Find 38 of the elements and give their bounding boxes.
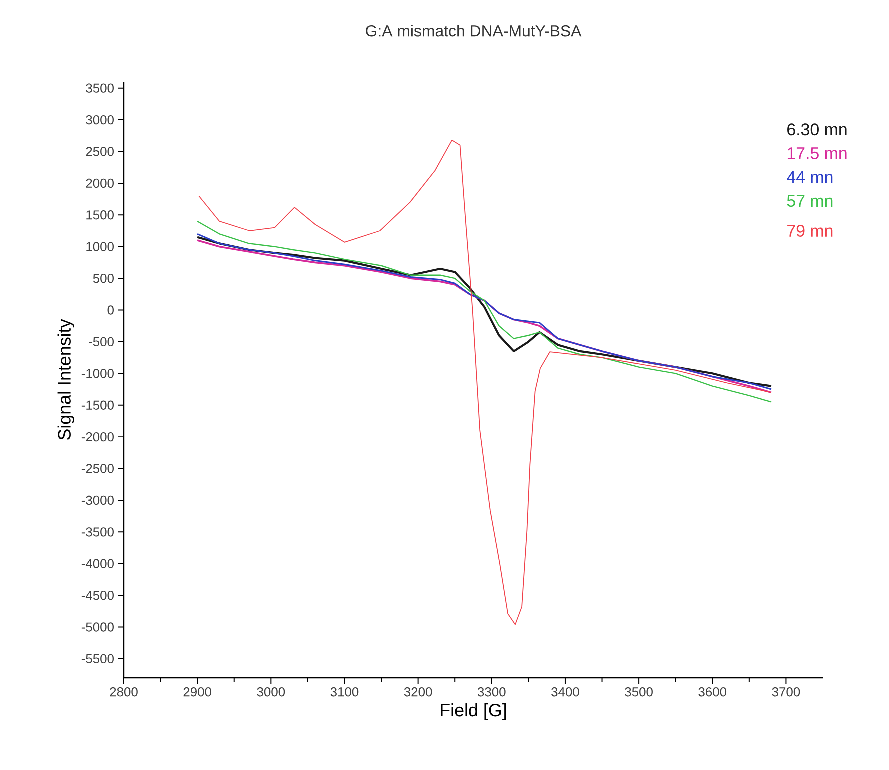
y-tick-label: 2000 xyxy=(86,178,114,188)
y-tick-label: -2500 xyxy=(82,464,114,474)
x-tick-label: 3700 xyxy=(772,688,800,697)
x-axis-title: Field [G] xyxy=(441,704,506,720)
text: 6.30 mn xyxy=(788,124,847,136)
y-tick-label: -2000 xyxy=(82,432,114,442)
x-tick-label: 3300 xyxy=(478,688,506,697)
y-tick-label: -5000 xyxy=(82,622,114,632)
y-tick-label: 2500 xyxy=(86,147,114,156)
y-tick-label: 500 xyxy=(93,274,114,284)
y-axis-title: Signal Intensity xyxy=(58,319,75,440)
text: 57 mn xyxy=(787,195,833,208)
y-tick-label: -3500 xyxy=(82,528,114,537)
text: 79 mn xyxy=(788,225,833,237)
text: 44 mn xyxy=(787,172,833,184)
x-tick-label: 3200 xyxy=(404,688,432,697)
x-tick-label: 2900 xyxy=(184,688,212,697)
y-tick-label: 1500 xyxy=(86,210,114,220)
y-tick-label: -1500 xyxy=(82,400,114,410)
line-series xyxy=(198,140,772,626)
x-tick-label: 3000 xyxy=(257,688,286,697)
y-tick-label: 3000 xyxy=(86,115,114,125)
y-tick-label: -4500 xyxy=(82,590,114,600)
y-tick-label: 3500 xyxy=(86,84,114,93)
x-tick-label: 2800 xyxy=(110,688,138,697)
y-tick-label: 1000 xyxy=(86,242,114,252)
y-tick-label: -4000 xyxy=(82,559,114,568)
y-tick-label: -3000 xyxy=(82,496,114,506)
y-tick-label: -1000 xyxy=(82,369,114,378)
chart-title: G:A mismatch DNA-MutY-BSA xyxy=(366,25,582,37)
y-tick-label: 0 xyxy=(108,306,114,315)
x-tick-label: 3600 xyxy=(698,688,727,697)
x-tick-label: 3400 xyxy=(552,688,580,697)
y-tick-label: -500 xyxy=(89,337,114,347)
text: 17.5 mn xyxy=(788,148,847,160)
y-tick-label: -5500 xyxy=(82,654,114,664)
x-tick-label: 3100 xyxy=(330,688,359,697)
x-tick-label: 3500 xyxy=(625,688,653,697)
